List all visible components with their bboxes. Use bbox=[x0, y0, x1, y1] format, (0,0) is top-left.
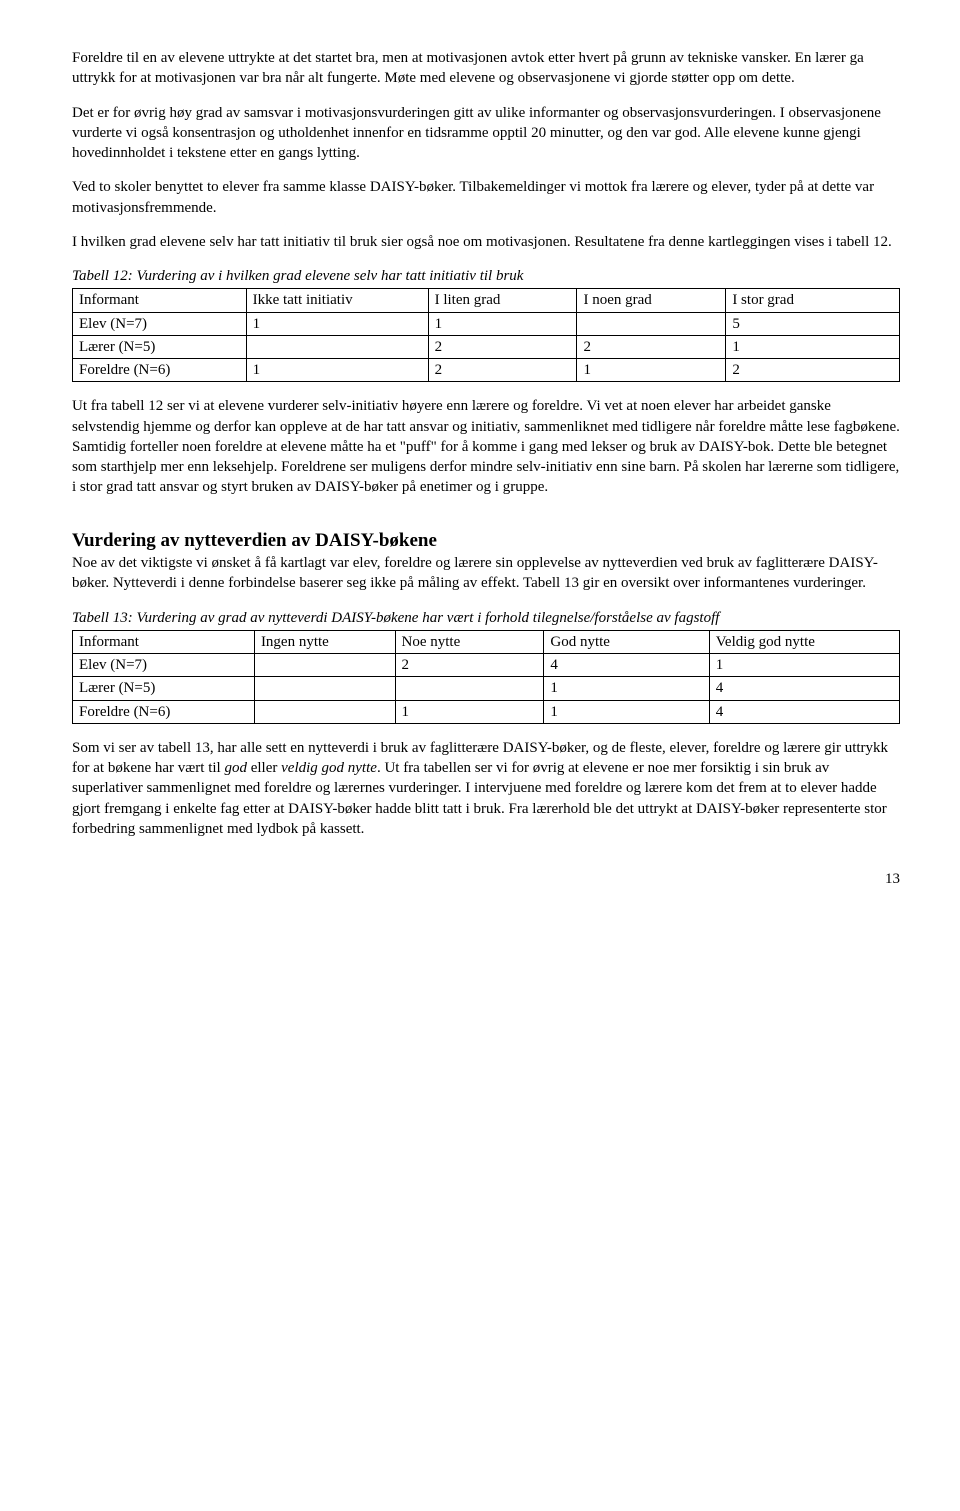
paragraph: Ved to skoler benyttet to elever fra sam… bbox=[72, 177, 900, 218]
table12-caption: Tabell 12: Vurdering av i hvilken grad e… bbox=[72, 266, 900, 286]
table-header-cell: Ikke tatt initiativ bbox=[246, 289, 428, 312]
table-header-row: Informant Ikke tatt initiativ I liten gr… bbox=[73, 289, 900, 312]
table-header-cell: I stor grad bbox=[726, 289, 900, 312]
table-cell: 1 bbox=[428, 312, 577, 335]
table-cell: 1 bbox=[246, 312, 428, 335]
table-cell: 2 bbox=[428, 335, 577, 358]
table-cell: 1 bbox=[544, 700, 709, 723]
paragraph: Ut fra tabell 12 ser vi at elevene vurde… bbox=[72, 396, 900, 497]
table-row: Lærer (N=5) 2 2 1 bbox=[73, 335, 900, 358]
table-cell: Lærer (N=5) bbox=[73, 335, 247, 358]
table-row: Foreldre (N=6) 1 2 1 2 bbox=[73, 359, 900, 382]
table-cell: Foreldre (N=6) bbox=[73, 700, 255, 723]
table-cell bbox=[246, 335, 428, 358]
table-row: Elev (N=7) 1 1 5 bbox=[73, 312, 900, 335]
table-cell: 2 bbox=[428, 359, 577, 382]
table-cell: 4 bbox=[709, 677, 899, 700]
table-cell: Elev (N=7) bbox=[73, 312, 247, 335]
table-header-cell: I noen grad bbox=[577, 289, 726, 312]
table-cell: 1 bbox=[246, 359, 428, 382]
table-cell: 2 bbox=[726, 359, 900, 382]
table-cell: 1 bbox=[726, 335, 900, 358]
table-cell: 2 bbox=[577, 335, 726, 358]
table-cell: 1 bbox=[709, 654, 899, 677]
table-header-cell: Ingen nytte bbox=[254, 630, 395, 653]
paragraph: Foreldre til en av elevene uttrykte at d… bbox=[72, 48, 900, 89]
paragraph: Noe av det viktigste vi ønsket å få kart… bbox=[72, 553, 900, 594]
table-header-cell: Veldig god nytte bbox=[709, 630, 899, 653]
paragraph: Det er for øvrig høy grad av samsvar i m… bbox=[72, 103, 900, 164]
table-cell: Lærer (N=5) bbox=[73, 677, 255, 700]
table-cell bbox=[254, 654, 395, 677]
paragraph: I hvilken grad elevene selv har tatt ini… bbox=[72, 232, 900, 252]
table-cell: 5 bbox=[726, 312, 900, 335]
table-header-row: Informant Ingen nytte Noe nytte God nytt… bbox=[73, 630, 900, 653]
italic-text: veldig god nytte bbox=[281, 760, 377, 776]
table-row: Foreldre (N=6) 1 1 4 bbox=[73, 700, 900, 723]
page-number: 13 bbox=[72, 869, 900, 889]
paragraph: Som vi ser av tabell 13, har alle sett e… bbox=[72, 738, 900, 839]
italic-text: god bbox=[224, 760, 247, 776]
table13: Informant Ingen nytte Noe nytte God nytt… bbox=[72, 630, 900, 724]
table-cell bbox=[254, 700, 395, 723]
table-cell: 1 bbox=[395, 700, 544, 723]
table-cell: 2 bbox=[395, 654, 544, 677]
table-row: Elev (N=7) 2 4 1 bbox=[73, 654, 900, 677]
table-cell bbox=[577, 312, 726, 335]
table-header-cell: Informant bbox=[73, 630, 255, 653]
table-header-cell: Informant bbox=[73, 289, 247, 312]
table-cell: Elev (N=7) bbox=[73, 654, 255, 677]
table-header-cell: I liten grad bbox=[428, 289, 577, 312]
table-cell: 4 bbox=[709, 700, 899, 723]
section-heading: Vurdering av nytteverdien av DAISY-bøken… bbox=[72, 528, 900, 554]
table-cell: Foreldre (N=6) bbox=[73, 359, 247, 382]
table-header-cell: Noe nytte bbox=[395, 630, 544, 653]
table-row: Lærer (N=5) 1 4 bbox=[73, 677, 900, 700]
table-cell bbox=[395, 677, 544, 700]
table-cell: 1 bbox=[577, 359, 726, 382]
text: eller bbox=[247, 760, 281, 776]
table13-caption: Tabell 13: Vurdering av grad av nyttever… bbox=[72, 608, 900, 628]
table12: Informant Ikke tatt initiativ I liten gr… bbox=[72, 288, 900, 382]
table-cell: 1 bbox=[544, 677, 709, 700]
table-cell: 4 bbox=[544, 654, 709, 677]
table-header-cell: God nytte bbox=[544, 630, 709, 653]
table-cell bbox=[254, 677, 395, 700]
